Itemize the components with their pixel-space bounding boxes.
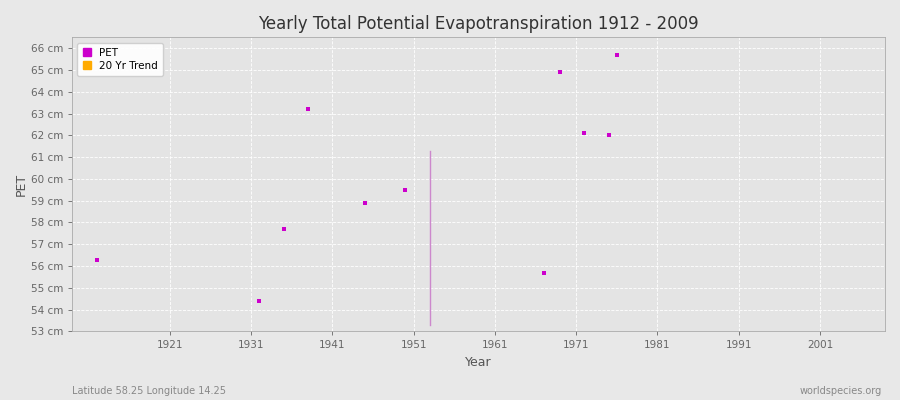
Point — [89, 256, 104, 263]
Point — [398, 187, 412, 193]
Text: Latitude 58.25 Longitude 14.25: Latitude 58.25 Longitude 14.25 — [72, 386, 226, 396]
X-axis label: Year: Year — [465, 356, 492, 369]
Text: worldspecies.org: worldspecies.org — [800, 386, 882, 396]
Point — [252, 298, 266, 304]
Legend: PET, 20 Yr Trend: PET, 20 Yr Trend — [77, 42, 163, 76]
Point — [276, 226, 291, 232]
Point — [536, 269, 551, 276]
Point — [301, 106, 315, 112]
Point — [553, 69, 567, 75]
Point — [601, 132, 616, 138]
Point — [577, 130, 591, 136]
Point — [609, 52, 624, 58]
Point — [357, 200, 372, 206]
Y-axis label: PET: PET — [15, 173, 28, 196]
Title: Yearly Total Potential Evapotranspiration 1912 - 2009: Yearly Total Potential Evapotranspiratio… — [258, 15, 699, 33]
